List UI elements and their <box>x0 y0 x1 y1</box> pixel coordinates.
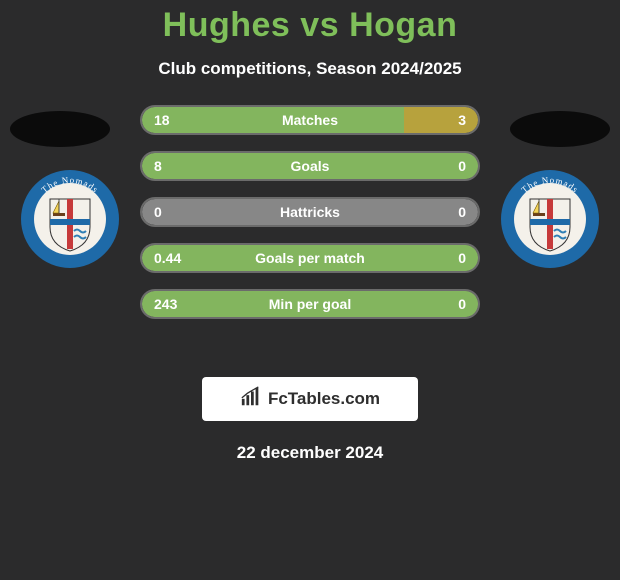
subtitle: Club competitions, Season 2024/2025 <box>0 59 620 79</box>
stat-bar: 00Hattricks <box>140 197 480 227</box>
player-right-oval <box>510 111 610 147</box>
title-vs: vs <box>300 6 339 44</box>
page-title: Hughes vs Hogan <box>0 0 620 45</box>
stat-bar: 80Goals <box>140 151 480 181</box>
bar-label: Goals <box>142 153 478 179</box>
attribution-badge: FcTables.com <box>202 377 418 421</box>
bar-label: Matches <box>142 107 478 133</box>
title-player-right: Hogan <box>349 6 457 44</box>
bar-label: Hattricks <box>142 199 478 225</box>
stat-bar: 183Matches <box>140 105 480 135</box>
bar-chart-icon <box>240 386 262 413</box>
player-left-crest: The Nomads <box>20 169 120 269</box>
content-area: The Nomads The Nomads <box>0 105 620 365</box>
bar-label: Goals per match <box>142 245 478 271</box>
comparison-infographic: Hughes vs Hogan Club competitions, Seaso… <box>0 0 620 580</box>
player-right-crest: The Nomads <box>500 169 600 269</box>
stat-bar: 0.440Goals per match <box>140 243 480 273</box>
bar-label: Min per goal <box>142 291 478 317</box>
date-label: 22 december 2024 <box>0 443 620 463</box>
stat-bar: 2430Min per goal <box>140 289 480 319</box>
title-player-left: Hughes <box>163 6 291 44</box>
stat-bars: 183Matches 80Goals 00Hattricks 0.440Goals p… <box>140 105 480 335</box>
player-left-oval <box>10 111 110 147</box>
attribution-text: FcTables.com <box>268 389 380 409</box>
